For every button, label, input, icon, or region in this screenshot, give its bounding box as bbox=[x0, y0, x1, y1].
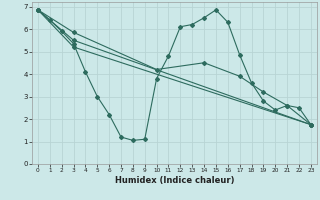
X-axis label: Humidex (Indice chaleur): Humidex (Indice chaleur) bbox=[115, 176, 234, 185]
